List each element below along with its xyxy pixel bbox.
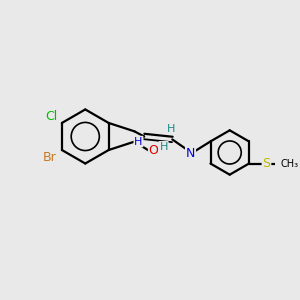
Text: O: O [149, 144, 159, 157]
Text: N: N [186, 146, 195, 160]
Text: H: H [134, 136, 142, 147]
Text: Br: Br [43, 151, 57, 164]
Text: H: H [160, 142, 168, 152]
Text: Cl: Cl [45, 110, 57, 123]
Text: S: S [262, 157, 271, 170]
Text: CH₃: CH₃ [281, 159, 299, 169]
Text: H: H [167, 124, 175, 134]
